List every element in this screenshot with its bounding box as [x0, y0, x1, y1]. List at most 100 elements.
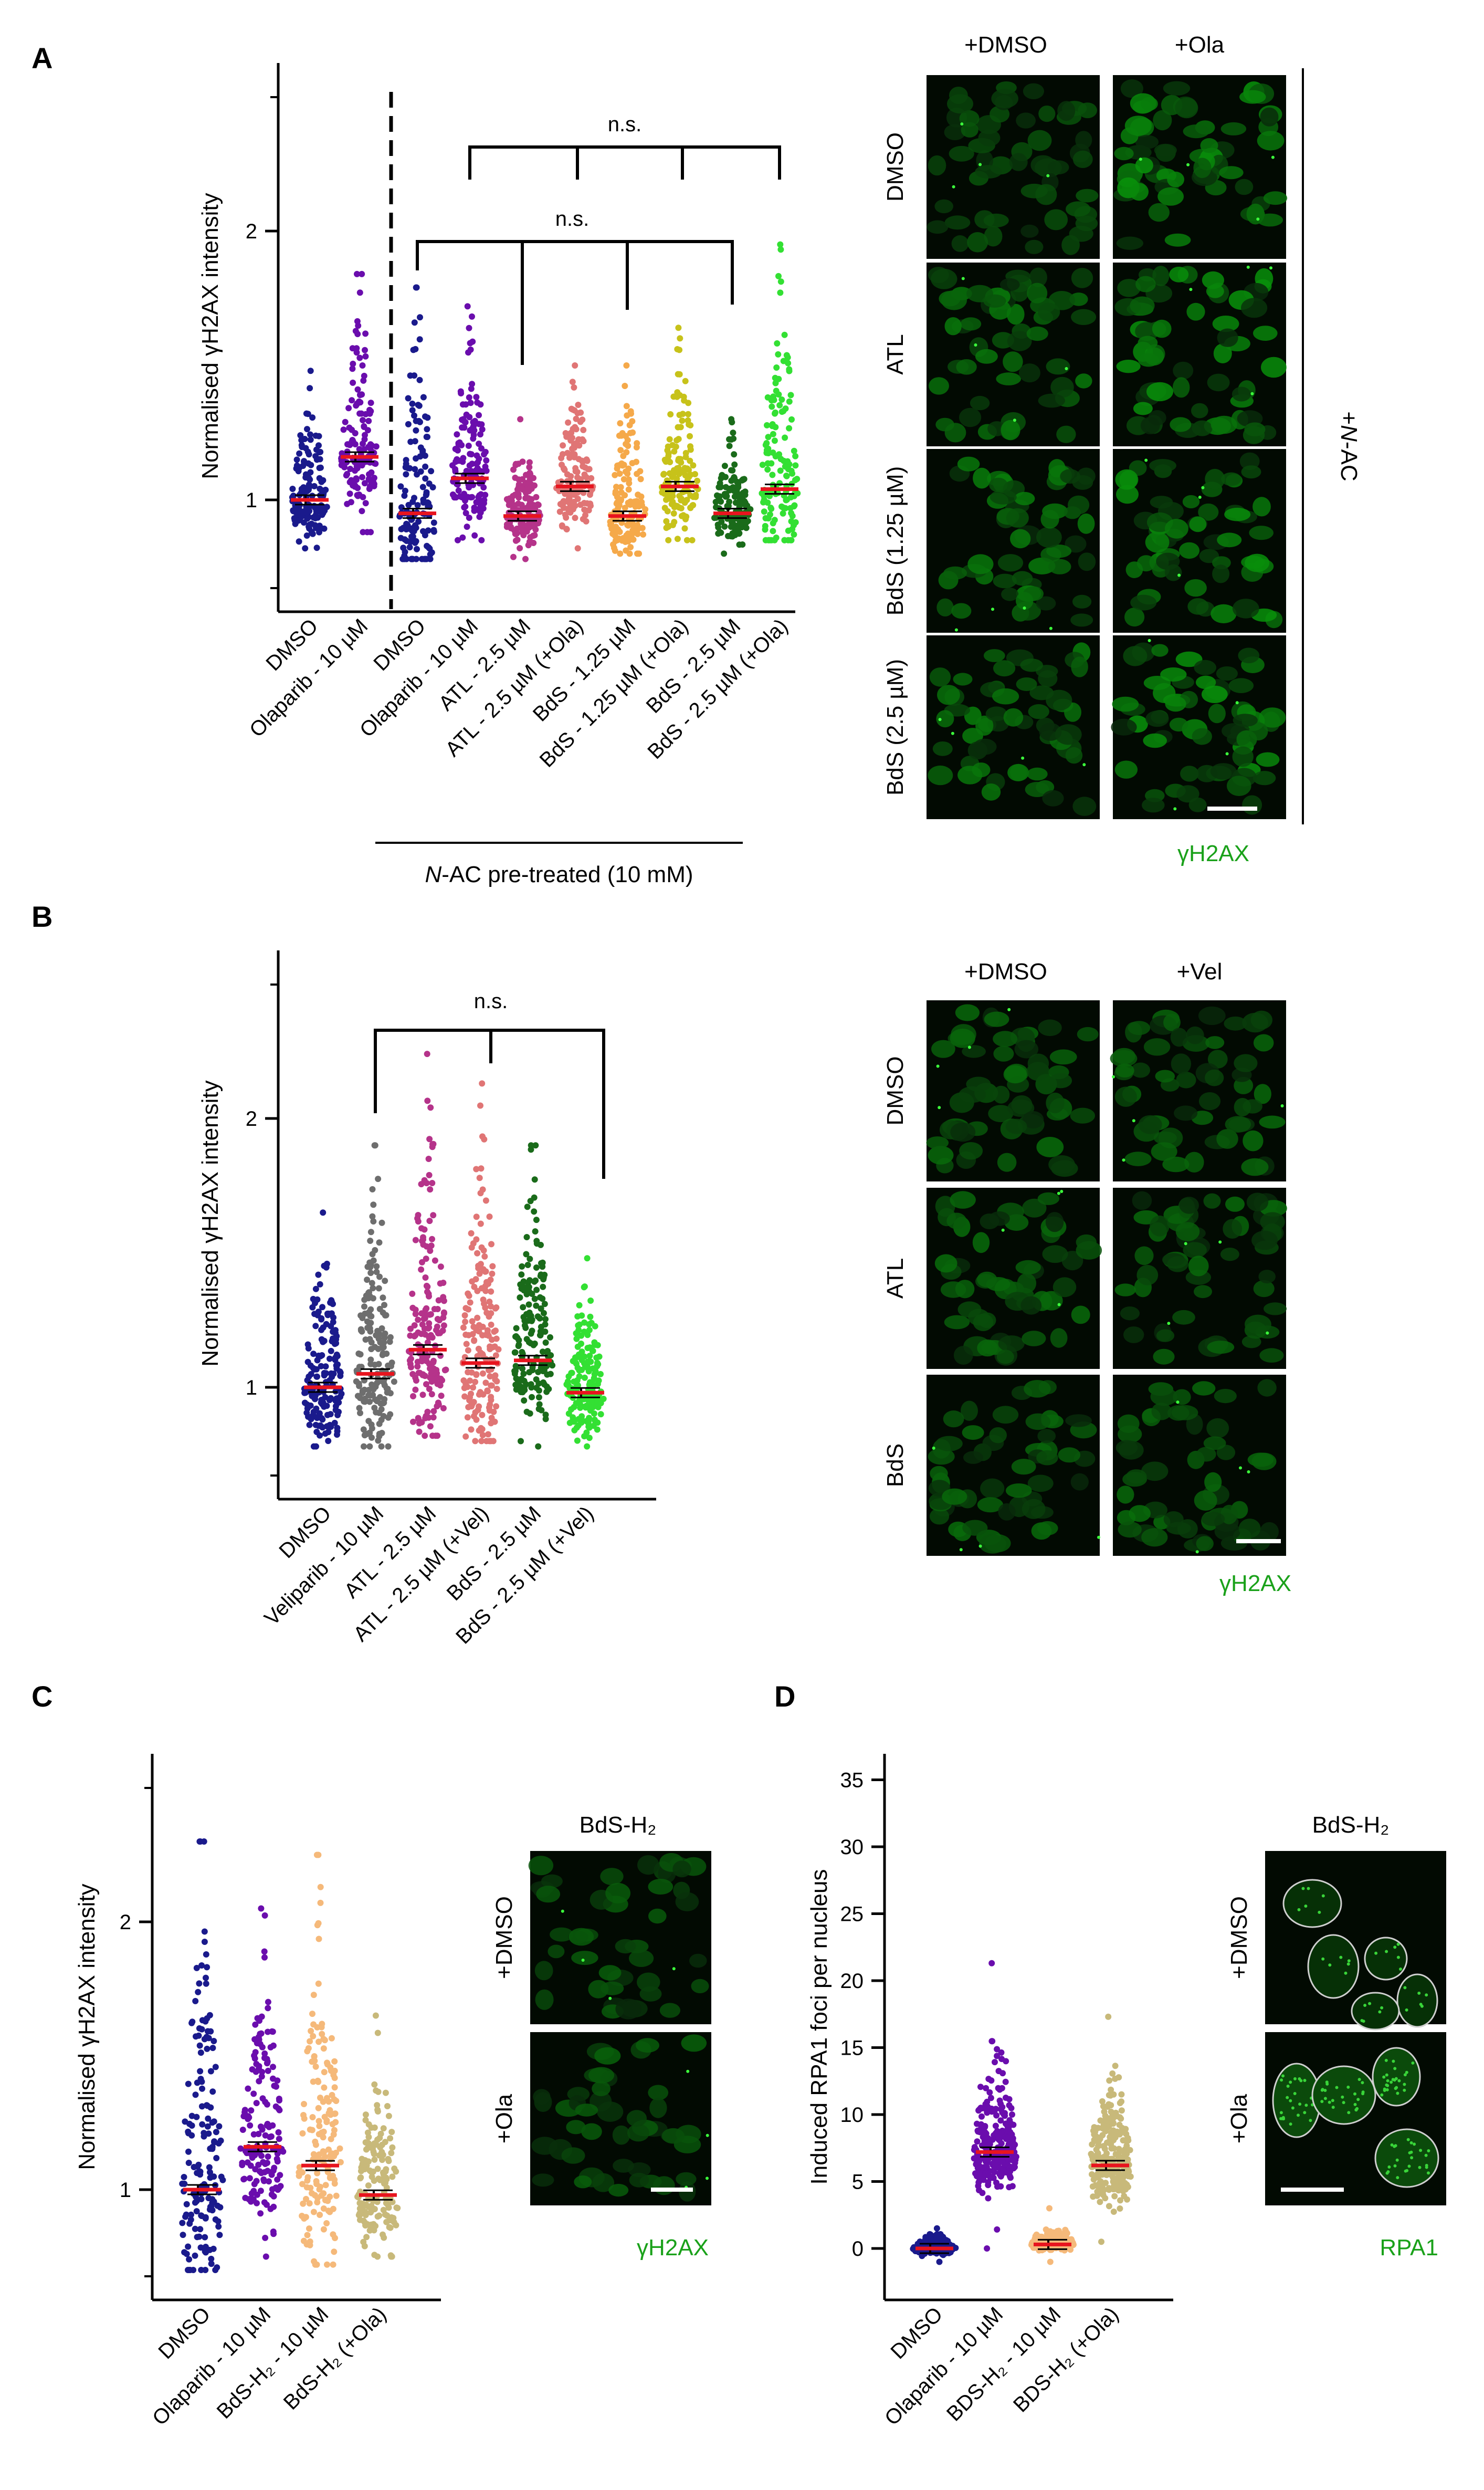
data-point	[269, 2122, 276, 2129]
data-point	[465, 494, 471, 500]
data-point	[340, 461, 346, 467]
data-point	[765, 434, 772, 441]
data-point	[329, 1299, 335, 1305]
data-point	[623, 403, 630, 410]
nucleus	[1078, 552, 1096, 571]
data-point	[682, 449, 689, 456]
data-point	[196, 1980, 203, 1987]
data-point	[723, 493, 730, 499]
data-point	[591, 1416, 598, 1423]
data-point	[440, 1322, 447, 1329]
data-point	[765, 537, 772, 543]
data-point	[477, 1261, 484, 1268]
data-point	[788, 518, 795, 525]
nucleus	[1224, 1016, 1247, 1031]
nucleus	[1253, 771, 1276, 786]
data-point	[640, 531, 647, 538]
data-point	[475, 459, 481, 466]
data-point	[376, 1305, 383, 1312]
nucleus	[1077, 513, 1095, 534]
nucleus	[1022, 1331, 1046, 1346]
nucleus	[1135, 276, 1156, 292]
nucleus	[1217, 532, 1242, 548]
focus-spot	[951, 731, 954, 735]
data-point	[261, 2050, 268, 2057]
data-point	[994, 2053, 1001, 2059]
data-point	[455, 487, 462, 494]
nucleus	[1038, 1019, 1062, 1037]
data-point	[378, 1430, 385, 1436]
data-point	[427, 556, 434, 562]
data-point	[316, 449, 323, 456]
data-point	[259, 2126, 266, 2133]
data-point	[211, 2038, 217, 2044]
data-point	[523, 1251, 530, 1258]
data-point	[376, 1394, 383, 1400]
nucleus	[1164, 564, 1182, 581]
focus-spot	[978, 1544, 982, 1548]
data-point	[387, 2135, 394, 2142]
data-point	[986, 2089, 993, 2096]
data-point	[524, 1286, 531, 1293]
data-point	[677, 335, 683, 342]
data-point	[300, 2200, 307, 2207]
data-point	[994, 2046, 1001, 2053]
data-point	[352, 467, 359, 474]
data-point	[317, 2095, 323, 2101]
nucleus	[533, 2089, 551, 2105]
data-point	[534, 501, 541, 508]
data-point	[362, 2212, 369, 2219]
nucleus	[928, 1146, 954, 1165]
nucleus	[937, 685, 960, 705]
data-point	[419, 1355, 426, 1362]
data-point	[616, 470, 623, 477]
nucleus	[1118, 1521, 1142, 1538]
nucleus	[1253, 1280, 1275, 1298]
data-point	[311, 1413, 318, 1420]
nucleus	[1145, 531, 1170, 553]
data-point	[724, 503, 731, 509]
data-point	[454, 431, 460, 438]
data-point	[298, 437, 305, 444]
nucleus	[1186, 1026, 1204, 1044]
data-point	[671, 448, 678, 455]
data-point	[462, 510, 469, 517]
data-point	[438, 1393, 445, 1399]
nucleus	[1151, 1403, 1172, 1420]
data-point	[425, 1414, 432, 1421]
data-point	[531, 1194, 538, 1201]
nucleus	[951, 235, 969, 252]
data-point	[367, 2144, 374, 2151]
nucleus	[960, 317, 982, 331]
nucleus	[1007, 331, 1032, 351]
x-tick-label: ATL - 2.5 µM	[340, 1502, 440, 1603]
data-point	[571, 1427, 578, 1434]
data-point	[366, 2167, 373, 2174]
nucleus	[944, 1315, 970, 1330]
data-point	[265, 1999, 271, 2005]
data-point	[488, 1382, 495, 1389]
nucleus	[962, 1520, 988, 1536]
data-point	[320, 2190, 327, 2197]
data-point	[406, 525, 413, 532]
data-point	[385, 1443, 392, 1450]
nucleus	[1050, 376, 1074, 398]
nucleus	[944, 317, 962, 336]
data-point	[374, 2253, 381, 2260]
data-point	[186, 2120, 193, 2127]
focus-spot	[1082, 763, 1086, 767]
data-point	[440, 1405, 447, 1411]
nucleus	[936, 710, 954, 728]
data-point	[185, 2243, 192, 2250]
data-point	[492, 1352, 499, 1359]
data-point	[364, 529, 371, 536]
data-point	[362, 1398, 369, 1405]
data-point	[466, 1397, 473, 1404]
data-point	[983, 2156, 990, 2163]
data-point	[528, 1146, 534, 1153]
data-point	[473, 1327, 480, 1334]
data-point	[319, 1352, 325, 1358]
data-point	[468, 1244, 475, 1251]
data-point	[1002, 2161, 1009, 2168]
data-point	[636, 550, 643, 557]
